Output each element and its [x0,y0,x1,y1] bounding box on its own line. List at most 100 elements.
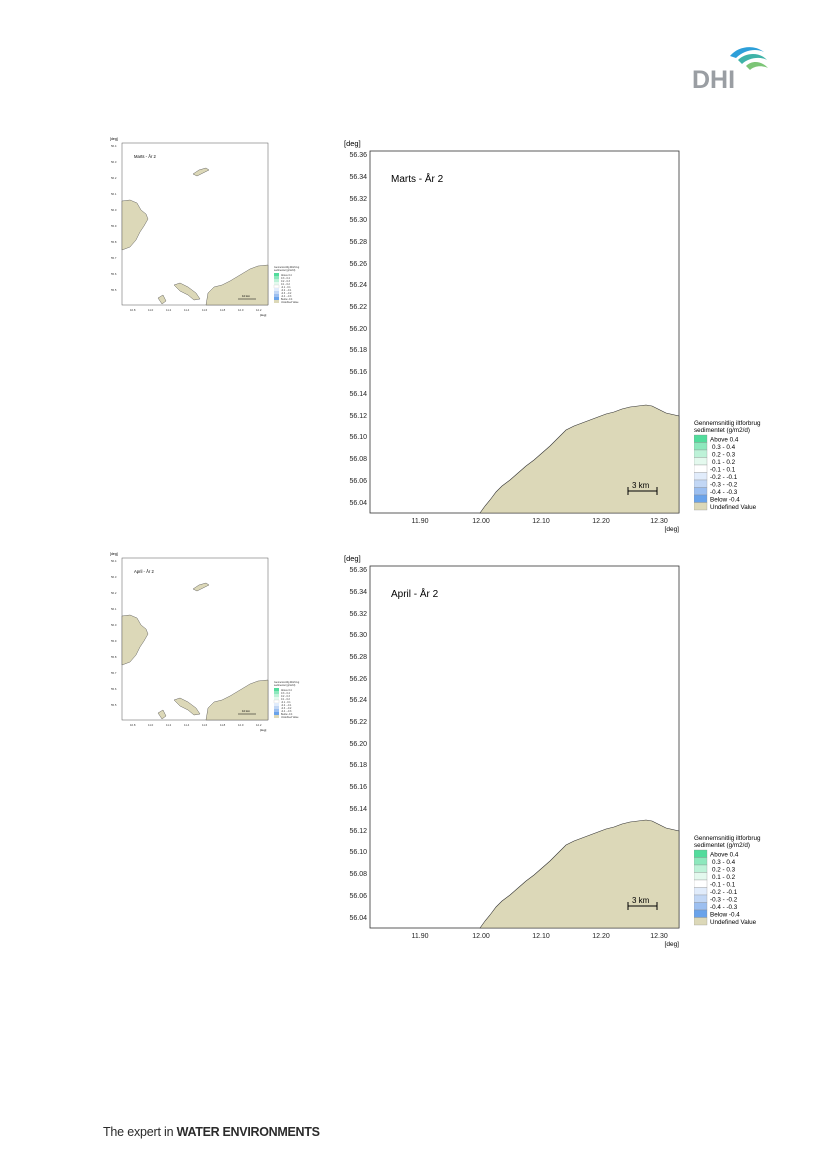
svg-text:sedimentet (g/m2/d): sedimentet (g/m2/d) [274,269,295,272]
overview-y-ticks: 56.4 56.3 56.2 56.1 56.0 55.9 55.8 55.7 … [111,559,117,707]
legend-items: Above 0.4 0.3 - 0.4 0.2 - 0.3 0.1 - 0.2 … [694,434,757,511]
svg-text:56.22: 56.22 [349,719,367,726]
svg-text:Above 0.4: Above 0.4 [710,437,739,444]
svg-text:-0.1 - 0.1: -0.1 - 0.1 [710,467,736,474]
svg-text:Above 0.4: Above 0.4 [281,689,292,692]
svg-text:56.16: 56.16 [349,369,367,376]
overview-title: Marts - År 2 [134,154,157,159]
svg-text:55.9: 55.9 [111,639,117,643]
svg-text:55.6: 55.6 [111,687,117,691]
svg-text:Above 0.4: Above 0.4 [710,852,739,859]
svg-text:56.30: 56.30 [349,217,367,224]
svg-text:12.30: 12.30 [650,518,668,525]
overview-coast-east [205,679,269,721]
overview-x-unit: [deg] [260,313,266,317]
svg-text:-0.2 - -0.1: -0.2 - -0.1 [281,289,292,292]
svg-text:0.2 - 0.3: 0.2 - 0.3 [281,695,290,698]
svg-text:56.12: 56.12 [349,828,367,835]
svg-text:0.3 - 0.4: 0.3 - 0.4 [712,444,736,451]
scale-bar [627,902,658,910]
y-unit: [deg] [344,139,361,148]
svg-text:11.4: 11.4 [184,308,190,312]
svg-text:12.2: 12.2 [256,308,262,312]
svg-text:56.32: 56.32 [349,196,367,203]
svg-text:-0.2 - -0.1: -0.2 - -0.1 [281,704,292,707]
svg-text:-0.1 - 0.1: -0.1 - 0.1 [710,882,736,889]
svg-text:56.4: 56.4 [111,559,117,563]
svg-text:12.10: 12.10 [532,518,550,525]
svg-text:Below -0.4: Below -0.4 [710,912,740,919]
x-unit: [deg] [665,941,680,948]
svg-text:-0.3 - -0.2: -0.3 - -0.2 [281,707,292,710]
overview-island [192,167,210,177]
overview-title: April - År 2 [134,569,154,574]
y-unit: [deg] [344,554,361,563]
overview-scale-label: 10 km [242,294,251,298]
svg-text:56.24: 56.24 [349,697,367,704]
svg-text:-0.4 - -0.3: -0.4 - -0.3 [710,904,738,911]
svg-text:56.2: 56.2 [111,176,117,180]
svg-text:55.9: 55.9 [111,224,117,228]
svg-text:11.8: 11.8 [220,308,226,312]
svg-text:56.26: 56.26 [349,261,367,268]
svg-text:12.0: 12.0 [238,723,244,727]
svg-text:12.00: 12.00 [472,518,490,525]
svg-text:12.20: 12.20 [592,933,610,940]
overview-scale-label: 10 km [242,709,251,713]
svg-text:0.3 - 0.4: 0.3 - 0.4 [281,692,290,695]
svg-text:Above 0.4: Above 0.4 [281,274,292,277]
overview-peninsula [173,282,201,301]
svg-text:56.36: 56.36 [349,567,367,574]
svg-text:11.0: 11.0 [148,723,154,727]
overview-map-april: [deg] April - År 2 10 km 56.4 56.3 56.2 … [110,552,300,732]
footer-prefix: The expert in [103,1125,177,1139]
svg-text:56.10: 56.10 [349,849,367,856]
svg-text:55.7: 55.7 [111,256,117,260]
y-tick-labels: 56.36 56.34 56.32 56.30 56.28 56.26 56.2… [349,152,367,507]
overview-legend: Gennemsnitlig iltforbrug sedimentet (g/m… [273,266,300,304]
overview-unit: [deg] [110,137,118,141]
svg-text:56.10: 56.10 [349,434,367,441]
overview-unit: [deg] [110,552,118,556]
svg-text:12.30: 12.30 [650,933,668,940]
svg-text:56.22: 56.22 [349,304,367,311]
svg-text:11.2: 11.2 [166,308,172,312]
overview-y-ticks: 56.4 56.3 56.2 56.1 56.0 55.9 55.8 55.7 … [111,144,117,292]
svg-text:12.20: 12.20 [592,518,610,525]
dhi-logo: DHI [692,47,768,94]
svg-text:11.90: 11.90 [412,518,429,525]
svg-text:Gennemsnitlig iltforbrug: Gennemsnitlig iltforbrug [274,681,300,684]
overview-peninsula [173,697,201,716]
svg-text:0.3 - 0.4: 0.3 - 0.4 [712,859,736,866]
overview-island [192,582,210,592]
svg-text:-0.1 - 0.1: -0.1 - 0.1 [281,701,291,704]
svg-text:56.14: 56.14 [349,806,367,813]
map-title: April - År 2 [391,587,439,600]
svg-text:56.08: 56.08 [349,456,367,463]
overview-islet [157,294,167,305]
land-area [479,404,680,514]
legend-items: Above 0.4 0.3 - 0.4 0.2 - 0.3 0.1 - 0.2 … [694,849,757,926]
svg-text:Below -0.4: Below -0.4 [281,713,293,716]
svg-text:0.1 - 0.2: 0.1 - 0.2 [281,283,290,286]
svg-text:0.2 - 0.3: 0.2 - 0.3 [712,452,736,459]
scale-label: 3 km [632,896,650,905]
svg-text:56.28: 56.28 [349,654,367,661]
svg-text:12.10: 12.10 [532,933,550,940]
svg-text:0.1 - 0.2: 0.1 - 0.2 [712,459,736,466]
svg-text:55.5: 55.5 [111,703,117,707]
x-unit: [deg] [665,526,680,533]
svg-text:56.1: 56.1 [111,192,117,196]
svg-text:56.34: 56.34 [349,174,367,181]
svg-text:-0.4 - -0.3: -0.4 - -0.3 [281,710,292,713]
detail-map-march: [deg] Marts - År 2 3 km 56.36 56.34 56.3… [344,139,680,533]
map-title: Marts - År 2 [391,172,444,185]
svg-text:56.18: 56.18 [349,762,367,769]
svg-text:56.12: 56.12 [349,413,367,420]
svg-text:56.4: 56.4 [111,144,117,148]
svg-text:-0.3 - -0.2: -0.3 - -0.2 [281,292,292,295]
svg-text:0.3 - 0.4: 0.3 - 0.4 [281,277,290,280]
y-tick-labels: 56.36 56.34 56.32 56.30 56.28 56.26 56.2… [349,567,367,922]
svg-text:11.6: 11.6 [202,723,208,727]
overview-coast-west [121,614,149,666]
